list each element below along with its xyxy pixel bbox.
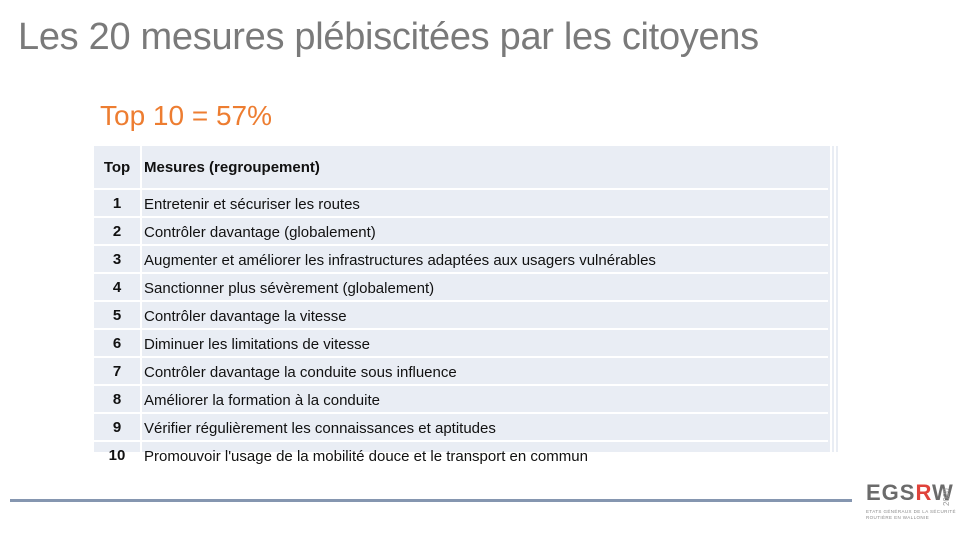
measures-table-container: Top Mesures (regroupement) 1 Entretenir … — [94, 146, 838, 470]
row-rank: 8 — [94, 385, 142, 414]
logo-tagline-line1: ETATS GÉNÉRAUX DE LA SÉCURITÉ — [866, 509, 956, 514]
row-measure: Contrôler davantage la vitesse — [141, 301, 828, 330]
row-measure: Contrôler davantage la conduite sous inf… — [141, 357, 828, 386]
table-row: 9 Vérifier régulièrement les connaissanc… — [94, 413, 828, 442]
slide-subtitle: Top 10 = 57% — [100, 100, 273, 131]
row-measure: Augmenter et améliorer les infrastructur… — [141, 245, 828, 274]
row-rank: 2 — [94, 217, 142, 246]
row-measure: Améliorer la formation à la conduite — [141, 385, 828, 414]
row-measure: Promouvoir l'usage de la mobilité douce … — [141, 441, 828, 470]
row-measure: Entretenir et sécuriser les routes — [141, 189, 828, 218]
egsrw-logo: EGSRW 2020 ETATS GÉNÉRAUX DE LA SÉCURITÉ… — [866, 480, 956, 524]
table-row: 4 Sanctionner plus sévèrement (globaleme… — [94, 273, 828, 302]
table-row: 2 Contrôler davantage (globalement) — [94, 217, 828, 246]
slide-title: Les 20 mesures plébiscitées par les cito… — [18, 16, 759, 58]
header-rank: Top — [94, 146, 142, 190]
table-header-row: Top Mesures (regroupement) — [94, 146, 828, 190]
logo-tagline-line2: ROUTIÈRE EN WALLONIE — [866, 515, 930, 520]
row-rank: 9 — [94, 413, 142, 442]
row-rank: 7 — [94, 357, 142, 386]
logo-wordmark: EGSRW — [866, 480, 954, 506]
table-row: 8 Améliorer la formation à la conduite — [94, 385, 828, 414]
table-row: 5 Contrôler davantage la vitesse — [94, 301, 828, 330]
row-rank: 4 — [94, 273, 142, 302]
table-row: 10 Promouvoir l'usage de la mobilité dou… — [94, 441, 828, 470]
row-rank: 1 — [94, 189, 142, 218]
footer-divider — [10, 499, 852, 502]
measures-table: Top Mesures (regroupement) 1 Entretenir … — [94, 146, 828, 470]
logo-suffix: W — [931, 480, 954, 505]
table-row: 1 Entretenir et sécuriser les routes — [94, 189, 828, 218]
row-measure: Sanctionner plus sévèrement (globalement… — [141, 273, 828, 302]
row-measure: Diminuer les limitations de vitesse — [141, 329, 828, 358]
header-measure: Mesures (regroupement) — [141, 146, 828, 190]
row-rank: 3 — [94, 245, 142, 274]
row-rank: 5 — [94, 301, 142, 330]
logo-prefix: EGS — [866, 480, 916, 505]
table-row: 7 Contrôler davantage la conduite sous i… — [94, 357, 828, 386]
logo-accent: R — [915, 480, 932, 505]
table-row: 6 Diminuer les limitations de vitesse — [94, 329, 828, 358]
row-rank: 10 — [94, 441, 142, 470]
row-measure: Vérifier régulièrement les connaissances… — [141, 413, 828, 442]
row-measure: Contrôler davantage (globalement) — [141, 217, 828, 246]
logo-year: 2020 — [942, 488, 951, 506]
row-rank: 6 — [94, 329, 142, 358]
table-row: 3 Augmenter et améliorer les infrastruct… — [94, 245, 828, 274]
